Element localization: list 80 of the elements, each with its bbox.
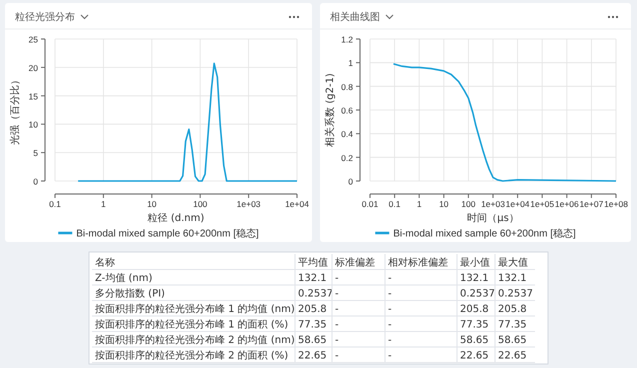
y-tick-label: 0 xyxy=(33,176,38,186)
data-label: - xyxy=(335,350,339,362)
x-tick-label: 10 xyxy=(147,199,157,209)
x-tick-label: 1e+07 xyxy=(579,199,604,209)
data-label: - xyxy=(388,304,392,315)
data-label: 205.8 xyxy=(298,304,327,315)
data-label: 58.65 xyxy=(460,335,489,346)
data-label: 205.8 xyxy=(498,304,527,315)
data-label: - xyxy=(335,273,339,284)
x-tick-label: 0.1 xyxy=(388,199,401,209)
category-label: 按面积排序的粒径光强分布峰 2 的均值 (nm) xyxy=(95,334,295,346)
data-label: 58.65 xyxy=(498,335,527,346)
x-tick-label: 0.1 xyxy=(49,199,62,209)
legend-label: Bi-modal mixed sample 60+200nm [稳态] xyxy=(76,228,260,240)
category-label: 按面积排序的粒径光强分布峰 1 的均值 (nm) xyxy=(95,303,295,315)
x-tick-label: 1e+04 xyxy=(285,199,310,209)
category-label: 多分散指数 (PI) xyxy=(95,288,166,300)
data-label: 205.8 xyxy=(460,304,489,315)
data-label: - xyxy=(388,288,392,300)
y-tick-label: 0.8 xyxy=(341,82,354,92)
x-tick-label: 1e+05 xyxy=(530,199,554,209)
data-label: - xyxy=(335,304,339,315)
x-tick-label: 1e+04 xyxy=(506,199,530,209)
y-tick-label: 20 xyxy=(28,62,38,73)
x-tick-label: 1e+03 xyxy=(481,199,506,209)
data-label: - xyxy=(335,288,339,300)
x-tick-label: 1e+03 xyxy=(236,199,261,209)
x-tick-label: 100 xyxy=(461,199,476,209)
data-label: 77.35 xyxy=(298,320,327,330)
x-tick-label: 0.01 xyxy=(362,199,379,209)
y-tick-label: 0.6 xyxy=(341,106,354,116)
y-tick-label: 0 xyxy=(348,176,354,186)
data-label: 0.2537 xyxy=(498,288,533,300)
data-label: 0.2537 xyxy=(460,288,495,300)
y-tick-label: 15 xyxy=(28,91,38,102)
data-label: 22.65 xyxy=(460,350,489,362)
data-label: 22.65 xyxy=(298,350,327,362)
x-axis-title: 时间（μs） xyxy=(467,212,519,224)
y-tick-label: 0.4 xyxy=(341,129,354,140)
y-axis-title: 相关系数 (g2-1) xyxy=(324,73,336,147)
y-tick-label: 10 xyxy=(28,120,38,130)
legend-label: Bi-modal mixed sample 60+200nm [稳态] xyxy=(393,228,576,240)
data-label: - xyxy=(388,320,392,330)
chart-title: 相关曲线图 xyxy=(330,11,380,23)
category-label: 按面积排序的粒径光强分布峰 2 的面积 (%) xyxy=(95,350,288,362)
data-label: - xyxy=(335,320,339,330)
y-tick-label: 1 xyxy=(348,58,354,68)
x-tick-label: 1 xyxy=(416,199,422,209)
text: 标准偏差 xyxy=(334,256,375,268)
data-label: - xyxy=(388,350,392,362)
series-label: 平均值 xyxy=(298,256,328,268)
text: 名称 xyxy=(95,256,115,268)
x-tick-label: 100 xyxy=(193,199,208,209)
data-label: 132.1 xyxy=(498,273,527,284)
y-tick-label: 25 xyxy=(28,34,38,44)
x-tick-label: 1e+08 xyxy=(604,199,628,209)
data-label: - xyxy=(388,273,392,284)
x-tick-label: 10 xyxy=(439,199,449,209)
x-tick-label: 1e+06 xyxy=(554,199,580,209)
category-label: Z-均值 (nm) xyxy=(95,272,152,284)
text: 最小值 xyxy=(460,256,490,268)
x-axis-title: 粒径 (d.nm) xyxy=(148,213,204,224)
category-label: 按面积排序的粒径光强分布峰 1 的面积 (%) xyxy=(95,318,288,330)
text: 相对标准偏差 xyxy=(388,256,448,268)
y-tick-label: 0.2 xyxy=(341,152,354,163)
data-label: - xyxy=(335,335,339,346)
data-label: 77.35 xyxy=(460,320,489,330)
data-label: 58.65 xyxy=(298,335,327,346)
y-tick-label: 5 xyxy=(33,148,38,158)
y-tick-label: 1.2 xyxy=(341,34,354,44)
chart-title: 粒径光强分布 xyxy=(15,11,75,23)
text: 最大值 xyxy=(498,256,528,268)
data-label: 22.65 xyxy=(498,350,527,362)
x-tick-label: 1 xyxy=(101,199,106,209)
data-label: 132.1 xyxy=(298,273,327,284)
data-label: - xyxy=(388,335,392,346)
data-label: 0.2537 xyxy=(298,288,333,300)
data-label: 132.1 xyxy=(460,273,489,284)
data-label: 77.35 xyxy=(498,320,527,330)
y-axis-title: 光强（百分比） xyxy=(9,75,21,145)
